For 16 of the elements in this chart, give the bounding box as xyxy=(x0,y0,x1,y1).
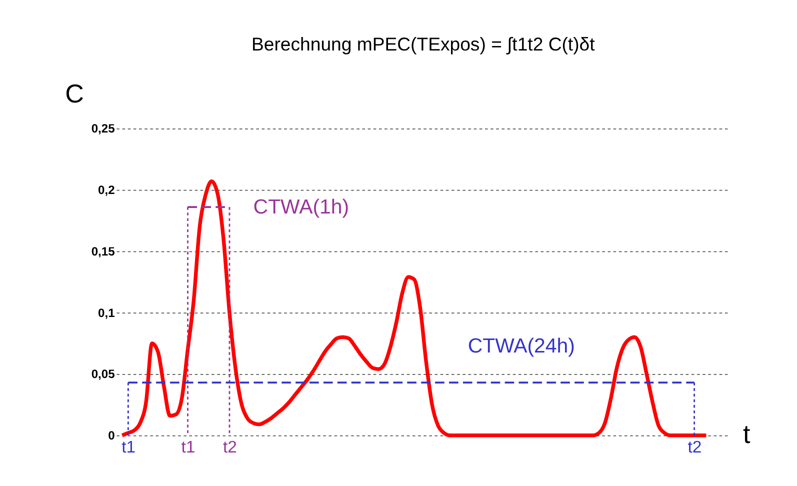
y-tick-label: 0,25 xyxy=(91,122,116,136)
x-tick-label: t1 xyxy=(181,438,196,457)
y-tick-label: 0 xyxy=(108,428,116,443)
y-tick-label: 0,1 xyxy=(98,306,116,320)
y-tick-label: 0,2 xyxy=(98,183,116,198)
chart-title: Berechnung mPEC(TExpos) = ∫t1t2 C(t)δt xyxy=(252,33,596,54)
x-tick-label: t2 xyxy=(222,438,237,457)
x-tick-label: t2 xyxy=(688,438,702,457)
y-axis-title: C xyxy=(65,78,84,108)
line-series xyxy=(120,179,708,438)
y-tick-label: 0,15 xyxy=(91,244,116,258)
series-label: CTWA(24h) xyxy=(468,334,575,358)
x-tick-label: t1 xyxy=(122,438,136,457)
x-axis-title: t xyxy=(743,418,752,449)
y-tick-label: 0,05 xyxy=(91,367,116,382)
series-label: CTWA(1h) xyxy=(253,196,350,219)
